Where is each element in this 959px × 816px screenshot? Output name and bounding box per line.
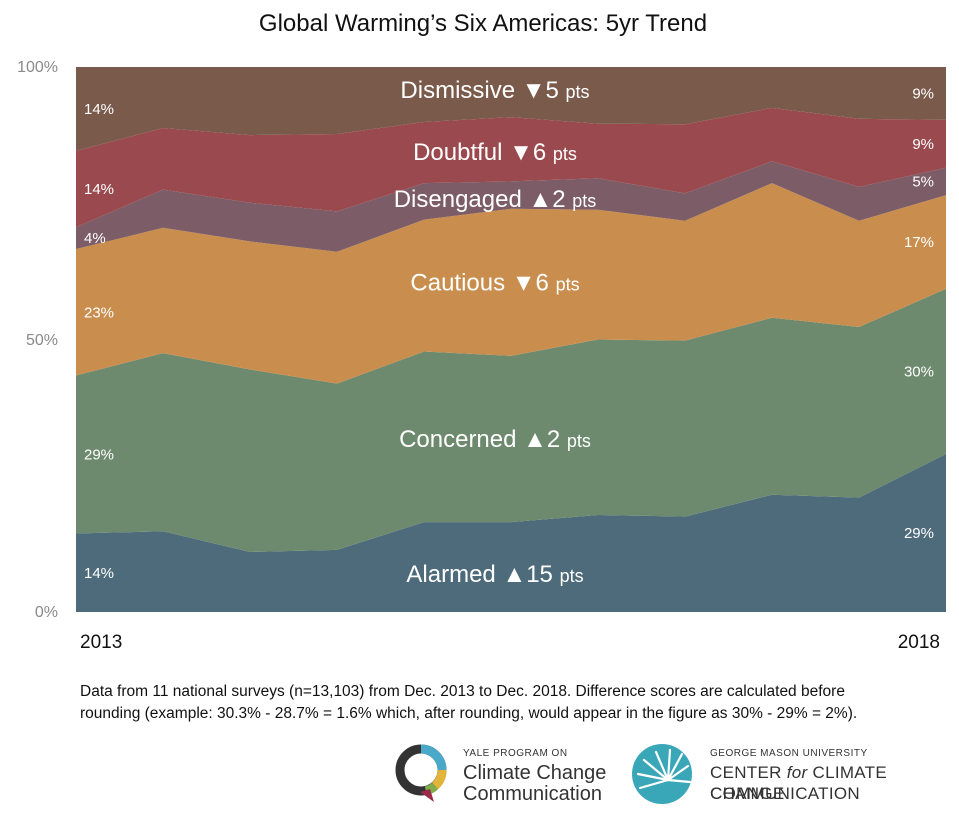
footnote-line-2: rounding (example: 30.3% - 28.7% = 1.6% …: [80, 705, 858, 722]
end-label-doubtful: 9%: [912, 136, 934, 153]
footnote: Data from 11 national surveys (n=13,103)…: [80, 681, 955, 725]
end-label-dismissive: 9%: [912, 85, 934, 102]
start-label-cautious: 23%: [84, 304, 114, 321]
gmu-logo: GEORGE MASON UNIVERSITY CENTER for CLIMA…: [630, 740, 955, 810]
band-label-cautious: Cautious ▼6 pts: [410, 269, 579, 296]
yale-line-2: Communication: [463, 783, 602, 805]
band-change-concerned: ▲2: [523, 426, 567, 453]
band-name-alarmed: Alarmed: [406, 561, 502, 588]
band-unit-dismissive: pts: [566, 82, 590, 102]
gmu-line-1: CENTER for CLIMATE CHANGE: [710, 762, 955, 804]
yale-small-text: YALE PROGRAM ON: [463, 748, 568, 759]
gmu-small-text: GEORGE MASON UNIVERSITY: [710, 748, 868, 759]
area-dismissive: [76, 67, 946, 151]
gmu-line-2: COMMUNICATION: [710, 784, 860, 803]
area-concerned: [76, 288, 946, 552]
start-label-dismissive: 14%: [84, 101, 114, 118]
x-end-label: 2018: [898, 632, 940, 653]
start-label-doubtful: 14%: [84, 181, 114, 198]
band-unit-doubtful: pts: [553, 144, 577, 164]
band-change-doubtful: ▼6: [509, 139, 553, 166]
footnote-line-1: Data from 11 national surveys (n=13,103)…: [80, 683, 845, 700]
label-layer: 14% 29% Alarmed ▲15 pts 29% 30% Concerned ▲2 …: [84, 77, 934, 588]
chart-title: Global Warming’s Six Americas: 5yr Trend: [259, 10, 707, 37]
end-label-concerned: 30%: [904, 363, 934, 380]
area-disengaged: [76, 161, 946, 252]
band-unit-concerned: pts: [567, 431, 591, 451]
area-cautious: [76, 183, 946, 384]
end-label-disengaged: 5%: [912, 173, 934, 190]
band-name-dismissive: Dismissive: [400, 77, 521, 104]
band-unit-cautious: pts: [556, 274, 580, 294]
yale-speech-bubble-icon: [395, 744, 447, 802]
gmu-line-1c: CLIMATE CHANGE: [710, 763, 888, 803]
start-label-alarmed: 14%: [84, 565, 114, 582]
yale-line-1: Climate Change: [463, 762, 607, 784]
band-label-alarmed: Alarmed ▲15 pts: [406, 561, 583, 588]
area-alarmed: [76, 453, 946, 612]
gmu-line-1b: for: [786, 763, 808, 782]
six-americas-chart: Global Warming’s Six Americas: 5yr Trend…: [17, 10, 946, 653]
band-change-disengaged: ▲2: [528, 186, 572, 213]
y-tick-50: 50%: [26, 332, 58, 349]
start-label-concerned: 29%: [84, 446, 114, 463]
band-label-doubtful: Doubtful ▼6 pts: [413, 139, 577, 166]
band-name-concerned: Concerned: [399, 426, 523, 453]
band-label-concerned: Concerned ▲2 pts: [399, 426, 591, 453]
band-change-cautious: ▼6: [512, 269, 556, 296]
band-change-alarmed: ▲15: [502, 561, 559, 588]
band-name-doubtful: Doubtful: [413, 139, 509, 166]
start-label-disengaged: 4%: [84, 230, 106, 247]
yale-logo: YALE PROGRAM ON Climate Change Communica…: [390, 740, 620, 810]
end-label-alarmed: 29%: [904, 525, 934, 542]
end-label-cautious: 17%: [904, 234, 934, 251]
y-tick-0: 0%: [35, 604, 58, 621]
band-name-cautious: Cautious: [410, 269, 511, 296]
x-start-label: 2013: [80, 632, 122, 653]
area-doubtful: [76, 107, 946, 228]
band-unit-disengaged: pts: [572, 191, 596, 211]
gmu-line-1a: CENTER: [710, 763, 787, 782]
band-name-disengaged: Disengaged: [394, 186, 529, 213]
band-change-dismissive: ▼5: [522, 77, 566, 104]
y-tick-100: 100%: [17, 59, 58, 76]
band-unit-alarmed: pts: [560, 566, 584, 586]
band-label-disengaged: Disengaged ▲2 pts: [394, 186, 597, 213]
area-layer: [76, 67, 946, 612]
band-label-dismissive: Dismissive ▼5 pts: [400, 77, 589, 104]
gmu-starburst-icon: [632, 744, 692, 804]
